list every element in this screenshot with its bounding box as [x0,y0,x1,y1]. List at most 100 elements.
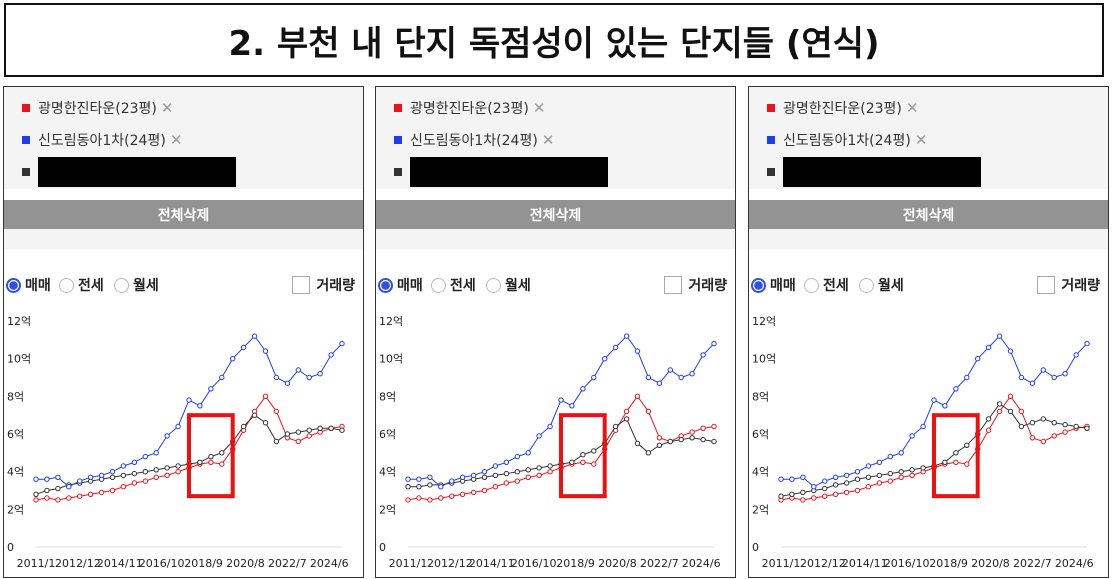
remove-series-icon[interactable]: ✕ [532,99,546,117]
data-point [953,386,959,392]
y-tick-label: 2억 [7,503,24,516]
radio-label: 전세 [78,278,104,294]
data-point [558,397,564,403]
legend-item: 광명한진타운(23평) ✕ [394,97,545,119]
x-tick-label: 2020/8 [971,557,1010,570]
data-point [996,401,1003,407]
data-point [811,495,817,501]
data-point [208,453,214,460]
data-point [1018,408,1025,415]
separator [376,229,735,249]
radio-option[interactable]: 전세 [59,275,104,295]
remove-series-icon[interactable]: ✕ [160,99,174,117]
remove-series-icon[interactable]: ✕ [905,99,919,117]
radio-option[interactable]: 매매 [6,275,51,295]
legend-item: 광명한진타운(23평) ✕ [767,97,918,119]
data-point [208,459,214,466]
volume-checkbox[interactable]: 거래량 [292,275,355,295]
data-point [1084,340,1090,347]
legend-area: 광명한진타운(23평) ✕ 신도림동아1차(24평) ✕ [4,87,363,189]
data-point [514,478,521,484]
data-point [273,438,280,445]
radio-label: 전세 [823,278,849,294]
volume-checkbox[interactable]: 거래량 [664,275,727,295]
legend-swatch [22,168,30,176]
data-point [240,423,247,430]
x-tick-label: 2016/10 [884,557,930,570]
page-title: 2. 부천 내 단지 독점성이 있는 단지들 (연식) [228,23,880,64]
data-point [44,495,50,501]
deal-type-selector: 매매 전세 월세 거래량 [376,273,735,295]
y-tick-label: 6억 [752,428,769,441]
data-point [175,423,181,430]
radio-circle-icon [59,277,74,293]
radio-option[interactable]: 전세 [431,275,476,295]
volume-label: 거래량 [316,278,355,294]
redacted-label [410,157,608,187]
legend-label: 광명한진타운(23평) [38,101,157,117]
y-tick-label: 2억 [752,503,769,516]
data-point [953,450,959,456]
radio-option[interactable]: 월세 [114,275,159,295]
data-point [822,485,828,492]
radio-option[interactable]: 전세 [804,275,849,295]
radio-circle-icon [378,277,393,293]
radio-circle-icon [804,277,819,293]
radio-option[interactable]: 매매 [751,275,796,295]
data-point [996,333,1003,339]
data-point [1029,420,1036,426]
data-point [964,442,970,449]
radio-option[interactable]: 매매 [378,275,423,295]
legend-swatch [394,104,402,112]
delete-all-button[interactable]: 전체삭제 [4,200,363,229]
data-point [1051,374,1057,381]
remove-series-icon[interactable]: ✕ [541,131,555,149]
chart-panel: 광명한진타운(23평) ✕ 신도림동아1차(24평) ✕ 전체삭제 매매 전세 월세 거래량 0 2… [3,86,364,578]
data-point [778,476,784,482]
data-point [865,484,872,490]
data-point [569,459,575,466]
data-point [920,465,926,471]
data-point [295,367,301,373]
data-point [1018,423,1025,430]
radio-option[interactable]: 월세 [859,275,904,295]
data-point [33,476,39,482]
redacted-label [783,157,981,187]
data-point [55,485,61,492]
legend-item: 광명한진타운(23평) ✕ [22,97,173,119]
data-point [898,474,904,481]
data-point [1029,380,1036,386]
radio-option[interactable]: 월세 [486,275,531,295]
remove-series-icon[interactable]: ✕ [169,131,183,149]
data-point [481,474,488,481]
delete-all-button[interactable]: 전체삭제 [376,200,735,229]
delete-all-button[interactable]: 전체삭제 [749,200,1108,229]
data-point [580,386,586,392]
y-tick-label: 4억 [379,466,396,479]
data-point [251,412,258,418]
data-point [591,448,597,454]
data-point [405,484,411,490]
x-tick-label: 2014/11 [97,557,143,570]
chart-panel: 광명한진타운(23평) ✕ 신도림동아1차(24평) ✕ 전체삭제 매매 전세 월세 거래량 0 2… [748,86,1109,578]
data-point [514,453,521,460]
data-point [142,469,149,475]
data-point [689,435,695,441]
volume-checkbox[interactable]: 거래량 [1037,275,1100,295]
data-point [153,474,159,481]
data-point [339,427,345,433]
radio-label: 매매 [397,278,423,294]
data-point [219,450,225,456]
remove-series-icon[interactable]: ✕ [914,131,928,149]
volume-label: 거래량 [688,278,727,294]
data-point [120,472,127,479]
data-point [964,461,970,467]
data-point [536,433,542,439]
radio-label: 월세 [878,278,904,294]
data-point [514,469,521,475]
data-point [876,480,883,486]
checkbox-icon [664,276,683,294]
data-point [317,370,323,377]
data-point [822,493,828,499]
legend-swatch [767,168,775,176]
